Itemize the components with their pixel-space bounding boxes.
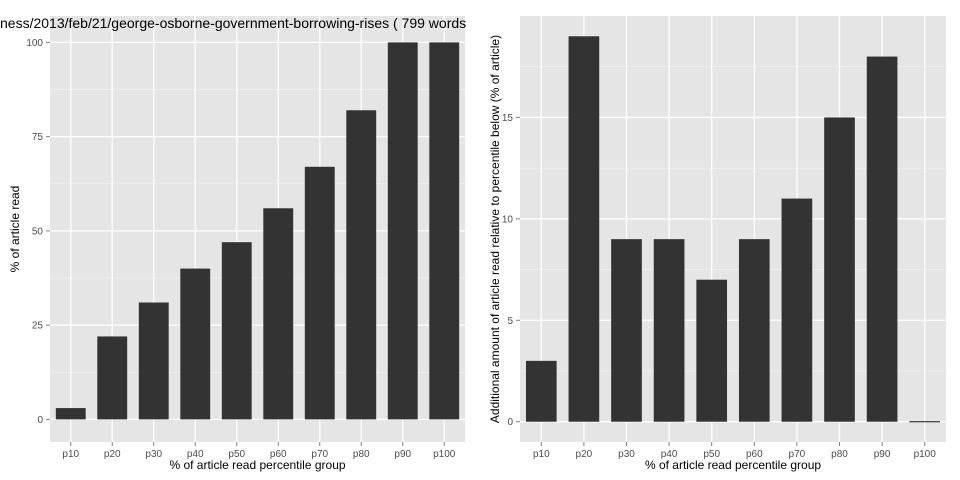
y-tick-label: 75 (32, 132, 44, 143)
bar-p80 (346, 110, 377, 420)
right-chart: 0 5 10 15 p10 p20 p30 p40 p50 p60 p70 p80 p90 p100 %… (488, 16, 946, 472)
x-tick-label: p30 (145, 449, 162, 460)
bar-p70 (781, 198, 813, 422)
left-bars (55, 42, 460, 420)
x-tick-label: p90 (874, 449, 891, 460)
y-tick-label: 0 (507, 417, 513, 428)
x-tick-label: p20 (576, 449, 593, 460)
x-tick-label: p30 (618, 449, 635, 460)
x-tick-label: p10 (62, 449, 79, 460)
x-tick-label: p80 (831, 449, 848, 460)
bar-p50 (221, 242, 252, 420)
bar-p30 (138, 302, 169, 420)
bar-p40 (180, 268, 211, 420)
bar-p60 (263, 208, 294, 420)
x-tick-label: p40 (187, 449, 204, 460)
bar-p90 (387, 42, 418, 420)
right-y-axis-title: Additional amount of article read relati… (488, 35, 502, 423)
x-tick-label: p10 (533, 449, 550, 460)
left-x-ticks: p10 p20 p30 p40 p50 p60 p70 p80 p90 p100 (62, 442, 456, 460)
bar-p80 (824, 117, 855, 422)
left-y-ticks: 0 25 50 75 100 (26, 38, 50, 426)
right-y-ticks: 0 5 10 15 (502, 113, 520, 428)
bar-p20 (568, 36, 600, 422)
x-tick-label: p60 (270, 449, 287, 460)
x-tick-label: p100 (914, 449, 937, 460)
y-tick-label: 0 (37, 415, 43, 426)
right-x-ticks: p10 p20 p30 p40 p50 p60 p70 p80 p90 p100 (533, 442, 936, 460)
bar-p10 (55, 408, 86, 420)
left-chart-title: ness/2013/feb/21/george-osborne-governme… (0, 15, 466, 31)
y-tick-label: 25 (32, 321, 44, 332)
x-tick-label: p50 (703, 449, 720, 460)
bar-p100 (429, 42, 460, 420)
bar-p60 (738, 239, 770, 422)
left-y-axis-title: % of article read (8, 186, 22, 273)
y-tick-label: 100 (26, 38, 43, 49)
right-x-axis-title: % of article read percentile group (645, 458, 821, 472)
x-tick-label: p40 (661, 449, 678, 460)
x-tick-label: p80 (353, 449, 370, 460)
x-tick-label: p70 (789, 449, 806, 460)
y-tick-label: 10 (502, 214, 514, 225)
bar-p40 (653, 239, 685, 422)
x-tick-label: p60 (746, 449, 763, 460)
right-bars (525, 36, 941, 423)
x-tick-label: p100 (433, 449, 456, 460)
y-tick-label: 50 (32, 226, 44, 237)
y-tick-label: 5 (507, 316, 513, 327)
left-x-axis-title: % of article read percentile group (169, 458, 345, 472)
bar-p90 (866, 56, 898, 422)
y-tick-label: 15 (502, 113, 514, 124)
x-tick-label: p50 (228, 449, 245, 460)
x-tick-label: p20 (104, 449, 121, 460)
bar-p50 (696, 279, 728, 422)
bar-p20 (97, 336, 128, 420)
x-tick-label: p90 (394, 449, 411, 460)
bar-p10 (525, 360, 557, 422)
bar-p30 (611, 239, 642, 422)
x-tick-label: p70 (311, 449, 328, 460)
bar-p70 (304, 166, 335, 420)
bar-p100 (909, 421, 941, 423)
